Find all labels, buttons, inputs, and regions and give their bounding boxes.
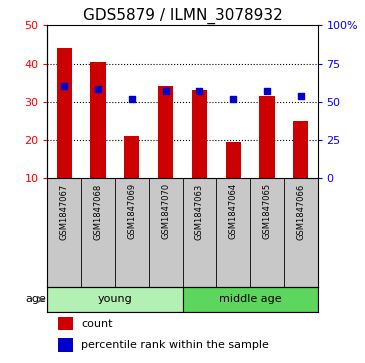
Point	[230, 96, 236, 102]
Bar	[91, 62, 106, 178]
Bar	[182, 287, 318, 312]
Text: GSM1847066: GSM1847066	[296, 183, 305, 240]
Text: middle age: middle age	[219, 294, 281, 305]
Bar	[293, 121, 308, 178]
Bar	[158, 86, 173, 178]
Text: GSM1847070: GSM1847070	[161, 183, 170, 240]
Bar	[226, 142, 241, 178]
Text: age: age	[25, 294, 46, 305]
Point	[264, 88, 270, 94]
Point	[163, 88, 169, 94]
Bar	[192, 90, 207, 178]
Bar	[47, 287, 182, 312]
Bar	[124, 136, 139, 178]
Title: GDS5879 / ILMN_3078932: GDS5879 / ILMN_3078932	[82, 8, 283, 24]
Text: young: young	[97, 294, 132, 305]
Text: percentile rank within the sample: percentile rank within the sample	[81, 340, 269, 350]
Point	[196, 88, 202, 94]
Bar	[57, 48, 72, 178]
Point	[129, 96, 135, 102]
Text: GSM1847067: GSM1847067	[60, 183, 69, 240]
Text: count: count	[81, 318, 113, 329]
Bar	[259, 96, 274, 178]
Point	[95, 86, 101, 92]
Bar	[58, 338, 73, 352]
Text: GSM1847063: GSM1847063	[195, 183, 204, 240]
Bar	[58, 317, 73, 330]
Point	[61, 83, 67, 89]
Text: GSM1847064: GSM1847064	[228, 183, 238, 240]
Point	[298, 93, 304, 98]
Text: GSM1847068: GSM1847068	[93, 183, 103, 240]
Text: GSM1847065: GSM1847065	[262, 183, 272, 240]
Text: GSM1847069: GSM1847069	[127, 183, 137, 240]
